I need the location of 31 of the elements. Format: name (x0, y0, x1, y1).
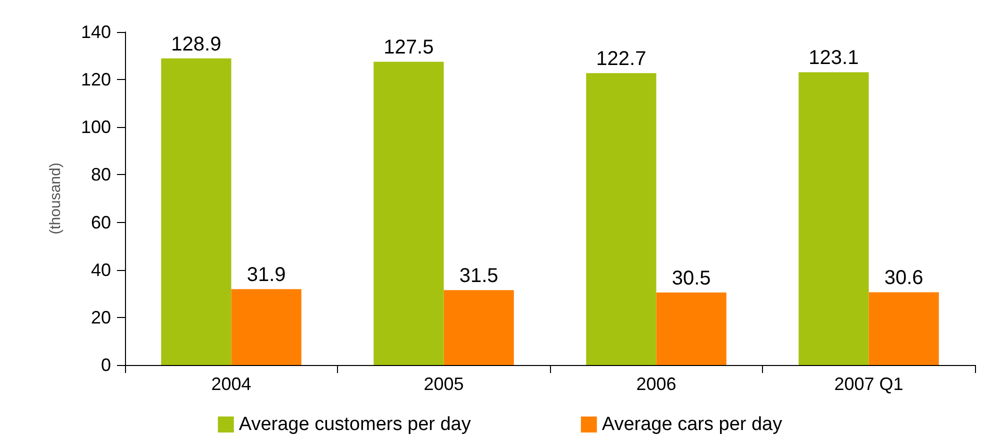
data-label: 31.5 (459, 265, 498, 288)
y-tick-label: 120 (80, 70, 111, 90)
data-label: 127.5 (384, 36, 434, 59)
bar (656, 292, 726, 365)
bar (231, 289, 302, 365)
y-tick-label: 20 (90, 307, 111, 328)
data-label: 30.5 (672, 267, 711, 290)
y-tick-label: 60 (90, 212, 111, 232)
y-tick-label: 40 (90, 260, 111, 280)
y-tick-label: 100 (80, 117, 111, 138)
data-label: 31.9 (246, 264, 286, 286)
data-label: 30.6 (884, 267, 924, 290)
bar (586, 73, 656, 365)
y-tick-label: 140 (80, 22, 111, 42)
bar (444, 290, 514, 365)
y-tick-label: 80 (90, 164, 111, 185)
y-tick-label: 0 (100, 355, 111, 375)
bar (161, 58, 232, 365)
legend-label: Average cars per day (602, 414, 783, 435)
y-axis-title: (thousand) (47, 162, 64, 234)
data-label: 122.7 (596, 48, 646, 70)
x-tick-label: 2007 Q1 (834, 374, 904, 394)
data-label: 128.9 (171, 33, 222, 56)
x-tick-label: 2006 (636, 374, 676, 394)
x-tick-label: 2004 (211, 374, 252, 394)
bar (868, 292, 939, 365)
x-tick-label: 2005 (424, 374, 464, 394)
legend-label: Average customers per day (238, 414, 472, 435)
data-label: 123.1 (808, 47, 859, 70)
bar (374, 62, 444, 365)
bar (798, 72, 869, 365)
